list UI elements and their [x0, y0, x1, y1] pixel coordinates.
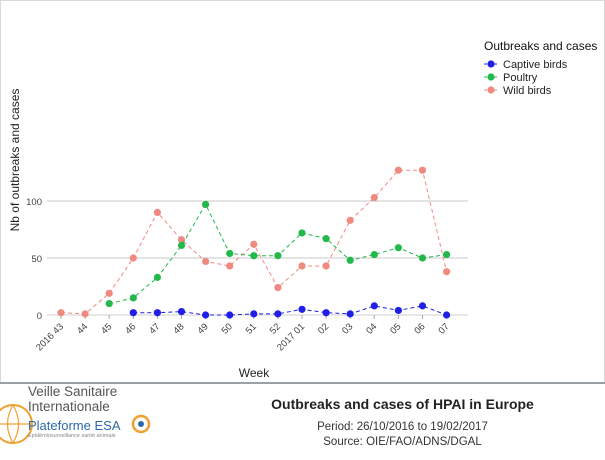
logo-line-1: Veille Sanitaire	[28, 384, 118, 399]
x-tick-label: 49	[195, 321, 210, 336]
x-tick-label: 2016 43	[34, 321, 66, 353]
x-tick-label: 06	[412, 321, 427, 336]
x-tick-label: 50	[220, 321, 235, 336]
point-wild-birds	[57, 309, 65, 317]
x-tick-label: 45	[99, 321, 114, 336]
footer-banner: Veille Sanitaire Internationale Platefor…	[0, 382, 605, 460]
legend-swatch-captive-birds	[487, 60, 495, 68]
point-wild-birds	[298, 262, 306, 270]
point-poultry	[322, 235, 330, 243]
legend-label-poultry: Poultry	[503, 72, 538, 84]
point-captive-birds	[226, 311, 234, 319]
point-poultry	[250, 252, 258, 260]
logo-line-3: Plateforme ESA	[28, 418, 121, 433]
logo-mark	[0, 404, 151, 445]
point-captive-birds	[394, 306, 402, 315]
point-wild-birds	[81, 310, 89, 318]
point-wild-birds	[129, 254, 137, 262]
series-line-captive-birds	[133, 305, 447, 316]
series-layer	[57, 166, 451, 319]
footer-title: Outbreaks and cases of HPAI in Europe	[271, 396, 534, 412]
globe-meridian	[6, 404, 20, 445]
logo-line-4: Epidémiosurveillance santé animale	[28, 433, 116, 439]
legend-title: Outbreaks and cases	[484, 39, 597, 53]
legend-swatch-wild-birds	[487, 86, 495, 94]
x-tick-label: 07	[436, 321, 451, 336]
eye-icon	[131, 414, 151, 434]
logo-text: Veille Sanitaire Internationale Platefor…	[28, 384, 138, 439]
point-poultry	[226, 249, 234, 258]
point-poultry	[177, 241, 186, 250]
point-wild-birds	[153, 208, 161, 216]
point-captive-birds	[298, 305, 306, 313]
y-tick-label: 0	[37, 311, 42, 322]
point-poultry	[443, 250, 451, 259]
footer-period: Period: 26/10/2016 to 19/02/2017	[317, 421, 488, 433]
point-captive-birds	[443, 311, 451, 319]
point-wild-birds	[274, 284, 282, 292]
y-tick-label: 100	[26, 197, 42, 208]
point-poultry	[418, 254, 427, 262]
x-tick-label: 03	[340, 321, 355, 336]
x-tick-label: 47	[147, 321, 162, 336]
point-captive-birds	[202, 311, 210, 319]
point-wild-birds	[105, 289, 113, 297]
x-tick-label: 48	[171, 321, 186, 336]
point-poultry	[346, 256, 354, 264]
point-captive-birds	[129, 309, 137, 317]
point-poultry	[129, 294, 137, 302]
x-tick-label: 04	[364, 321, 379, 336]
point-wild-birds	[322, 262, 330, 270]
y-tick-label: 50	[31, 254, 42, 265]
point-wild-birds	[370, 193, 378, 202]
legend-swatch-poultry	[487, 73, 495, 81]
x-tick-label: 05	[388, 321, 403, 336]
x-axis-label: Week	[239, 366, 270, 380]
point-captive-birds	[322, 309, 330, 317]
point-captive-birds	[418, 302, 427, 310]
point-poultry	[105, 300, 113, 308]
point-wild-birds	[226, 262, 234, 270]
point-poultry	[394, 244, 402, 252]
x-tick-label: 02	[316, 321, 331, 336]
eye-pupil	[138, 421, 144, 427]
x-tick-label: 46	[123, 321, 138, 336]
x-tick-label: 51	[244, 321, 259, 336]
point-poultry	[274, 252, 282, 260]
x-tick-label: 44	[75, 321, 90, 336]
point-captive-birds	[346, 310, 354, 318]
point-captive-birds	[250, 310, 258, 318]
y-axis-label: Nb of outbreaks and cases	[8, 89, 22, 232]
point-wild-birds	[443, 268, 451, 276]
point-captive-birds	[177, 307, 186, 316]
point-captive-birds	[274, 310, 282, 318]
point-wild-birds	[418, 166, 427, 174]
point-poultry	[370, 250, 378, 259]
point-wild-birds	[250, 240, 258, 248]
point-wild-birds	[202, 257, 210, 266]
point-wild-birds	[394, 166, 402, 174]
point-captive-birds	[370, 302, 378, 310]
point-poultry	[298, 229, 306, 237]
chart-legend: Outbreaks and cases Captive birdsPoultry…	[484, 39, 597, 97]
logo-line-2: Internationale	[28, 399, 110, 414]
point-captive-birds	[153, 309, 161, 317]
point-poultry	[202, 200, 210, 209]
point-wild-birds	[346, 216, 354, 224]
x-tick-label: 52	[268, 321, 283, 336]
legend-label-captive-birds: Captive birds	[503, 59, 568, 71]
grid-layer	[47, 200, 468, 259]
point-poultry	[153, 273, 161, 281]
legend-label-wild-birds: Wild birds	[503, 85, 552, 97]
footer-source: Source: OIE/FAO/ADNS/DGAL	[323, 436, 482, 448]
